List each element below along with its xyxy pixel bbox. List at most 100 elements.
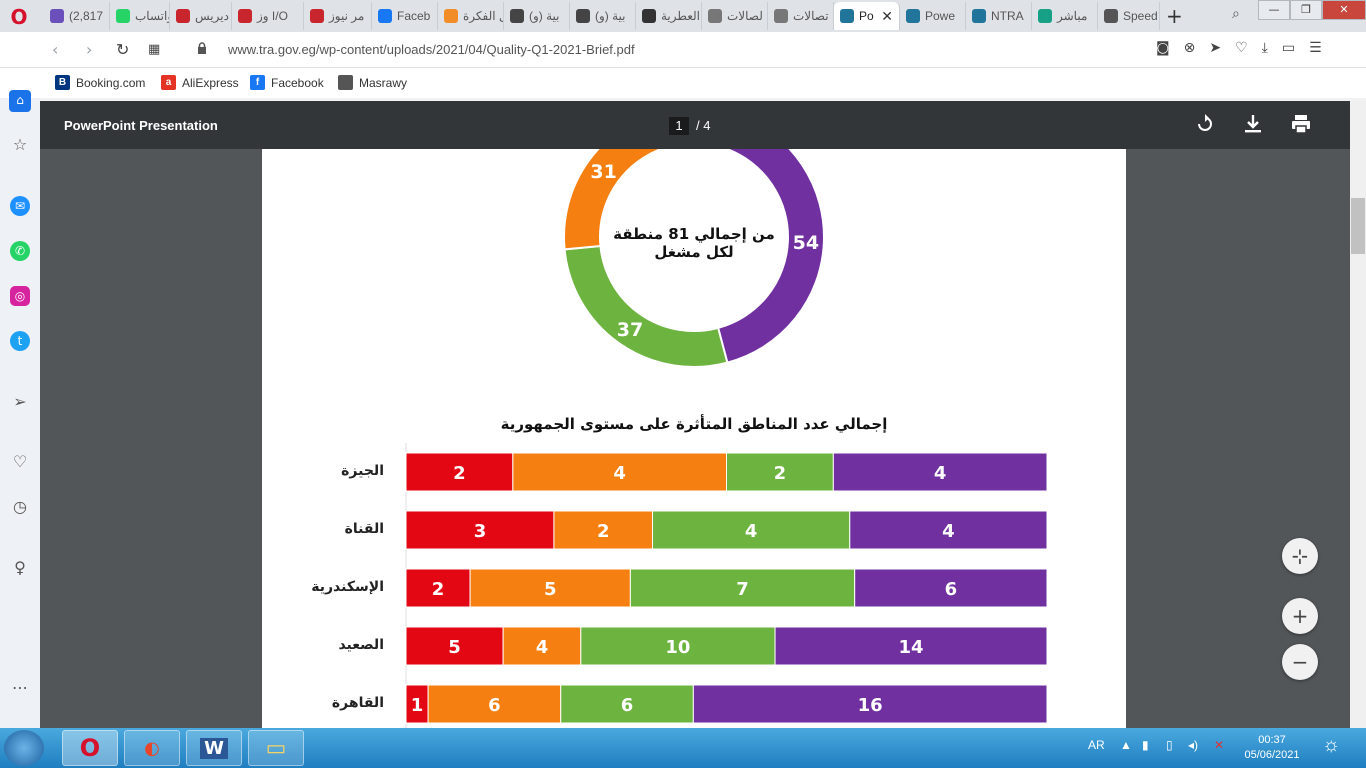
taskbar-app-2[interactable]: ◐: [124, 730, 180, 766]
tab-label: مر نيوز: [329, 9, 365, 23]
bar-value-label: 2: [453, 463, 466, 484]
flow-icon[interactable]: ➢: [13, 392, 27, 411]
search-tabs-icon[interactable]: ⌕: [1232, 6, 1240, 22]
tab-label: NTRA: [991, 9, 1024, 23]
tab-label: Faceb: [397, 9, 431, 23]
tab[interactable]: لصالات: [702, 2, 768, 30]
bar-value-label: 6: [488, 695, 501, 716]
twitter-icon[interactable]: t: [10, 331, 30, 351]
page-count: / 4: [696, 118, 711, 133]
tab-label: ل الفكرة: [463, 9, 504, 23]
bookmark-booking[interactable]: B Booking.com: [55, 75, 145, 90]
bar-segment: [560, 684, 694, 724]
restore-button[interactable]: ❐: [1290, 0, 1322, 20]
tab[interactable]: Speed: [1098, 2, 1160, 30]
tab[interactable]: NTRA: [966, 2, 1032, 30]
rotate-icon[interactable]: [1194, 113, 1216, 135]
heart-icon[interactable]: ♡: [1235, 40, 1248, 56]
signal-icon[interactable]: ▮: [1142, 738, 1149, 752]
tips-icon[interactable]: ♀: [14, 558, 26, 577]
heart-icon[interactable]: ♡: [12, 452, 28, 471]
scrollbar[interactable]: [1350, 101, 1366, 728]
tab[interactable]: تصالات: [768, 2, 834, 30]
fit-page-button[interactable]: ⊹: [1282, 538, 1318, 574]
snapshot-icon[interactable]: ◙: [1156, 40, 1170, 56]
history-icon[interactable]: ◷: [13, 497, 27, 516]
forward-icon[interactable]: ›: [86, 40, 93, 59]
adblock-icon[interactable]: ⊗: [1183, 40, 1196, 56]
bookmark-aliexpress[interactable]: a AliExpress: [161, 75, 239, 90]
taskbar-word[interactable]: W: [186, 730, 242, 766]
print-icon[interactable]: [1290, 113, 1312, 135]
tray-arrow-icon[interactable]: ▲: [1120, 738, 1132, 752]
close-window-button[interactable]: ✕: [1322, 0, 1366, 20]
tab-label: واتساب: [135, 9, 170, 23]
bookmark-masrawy[interactable]: Masrawy: [338, 75, 407, 90]
bar-segment: [692, 684, 1048, 724]
network-icon[interactable]: ✕: [1214, 738, 1225, 752]
category-label: القناة: [344, 521, 384, 537]
tab[interactable]: واتساب: [110, 2, 170, 30]
instagram-icon[interactable]: ◎: [10, 286, 30, 306]
battery-icon[interactable]: ▯: [1166, 738, 1173, 752]
language-indicator[interactable]: AR: [1088, 738, 1105, 752]
tab[interactable]: Po ✕: [834, 2, 900, 30]
bar-segment: [427, 684, 562, 724]
battery-saver-icon[interactable]: ▭: [1281, 40, 1296, 56]
brightness-icon[interactable]: ☼: [1322, 734, 1341, 756]
bookmark-facebook[interactable]: f Facebook: [250, 75, 324, 90]
category-label: القاهرة: [331, 695, 384, 711]
page-number-input[interactable]: 1: [669, 117, 689, 135]
donut-center-text: من إجمالي 81 منطقة لكل مشغل: [602, 225, 786, 261]
clock-date: 05/06/2021: [1244, 749, 1300, 761]
bar-segment: [849, 510, 1048, 550]
new-tab-button[interactable]: +: [1166, 4, 1183, 28]
tab[interactable]: بية (و): [504, 2, 570, 30]
tab[interactable]: Faceb: [372, 2, 438, 30]
tab-favicon-icon: [444, 9, 458, 23]
zoom-out-button[interactable]: −: [1282, 644, 1318, 680]
zoom-in-button[interactable]: +: [1282, 598, 1318, 634]
home-icon[interactable]: ⌂: [9, 90, 31, 112]
more-icon[interactable]: ⋯: [12, 678, 28, 697]
tab-label: بية (و): [529, 9, 560, 23]
bookmarks-icon[interactable]: ☆: [12, 135, 28, 154]
tab[interactable]: مر نيوز: [304, 2, 372, 30]
tab[interactable]: ل الفكرة: [438, 2, 504, 30]
minimize-button[interactable]: —: [1258, 0, 1290, 20]
tab-label: تصالات: [793, 9, 829, 23]
whatsapp-icon[interactable]: ✆: [10, 241, 30, 261]
clock-time: 00:37: [1258, 734, 1286, 746]
tab[interactable]: وز I/O: [232, 2, 304, 30]
back-icon[interactable]: ‹: [52, 40, 59, 59]
tab-label: ديريس: [195, 9, 229, 23]
tab-favicon-icon: [576, 9, 590, 23]
start-button[interactable]: [4, 730, 44, 766]
download-icon[interactable]: [1242, 113, 1264, 135]
tab[interactable]: Powe: [900, 2, 966, 30]
tab[interactable]: بية (و): [570, 2, 636, 30]
taskbar-opera[interactable]: O: [62, 730, 118, 766]
messenger-icon[interactable]: ✉: [10, 196, 30, 216]
tab[interactable]: (2,817: [44, 2, 110, 30]
tab[interactable]: ديريس: [170, 2, 232, 30]
tab-favicon-icon: [378, 9, 392, 23]
easy-setup-icon[interactable]: ☰: [1309, 40, 1322, 56]
close-tab-icon[interactable]: ✕: [881, 7, 893, 24]
opera-menu-icon[interactable]: O: [10, 5, 28, 29]
taskbar-explorer[interactable]: ▭: [248, 730, 304, 766]
tab[interactable]: مباشر: [1032, 2, 1098, 30]
reload-icon[interactable]: ↻: [116, 40, 130, 59]
volume-icon[interactable]: ◂): [1188, 738, 1199, 752]
url-field[interactable]: www.tra.gov.eg/wp-content/uploads/2021/0…: [228, 42, 635, 57]
lock-icon[interactable]: [197, 42, 207, 54]
opera-icon: O: [79, 734, 101, 762]
scrollbar-thumb[interactable]: [1351, 198, 1365, 254]
speed-dial-icon[interactable]: ▦: [148, 42, 161, 57]
aliexpress-icon: a: [161, 75, 176, 90]
donut-center-line1: من إجمالي 81 منطقة: [613, 225, 775, 243]
send-icon[interactable]: ➤: [1209, 40, 1222, 56]
download-icon[interactable]: ⤓: [1261, 40, 1268, 56]
tab[interactable]: العطرية: [636, 2, 702, 30]
clock[interactable]: 00:37 05/06/2021: [1244, 733, 1300, 763]
